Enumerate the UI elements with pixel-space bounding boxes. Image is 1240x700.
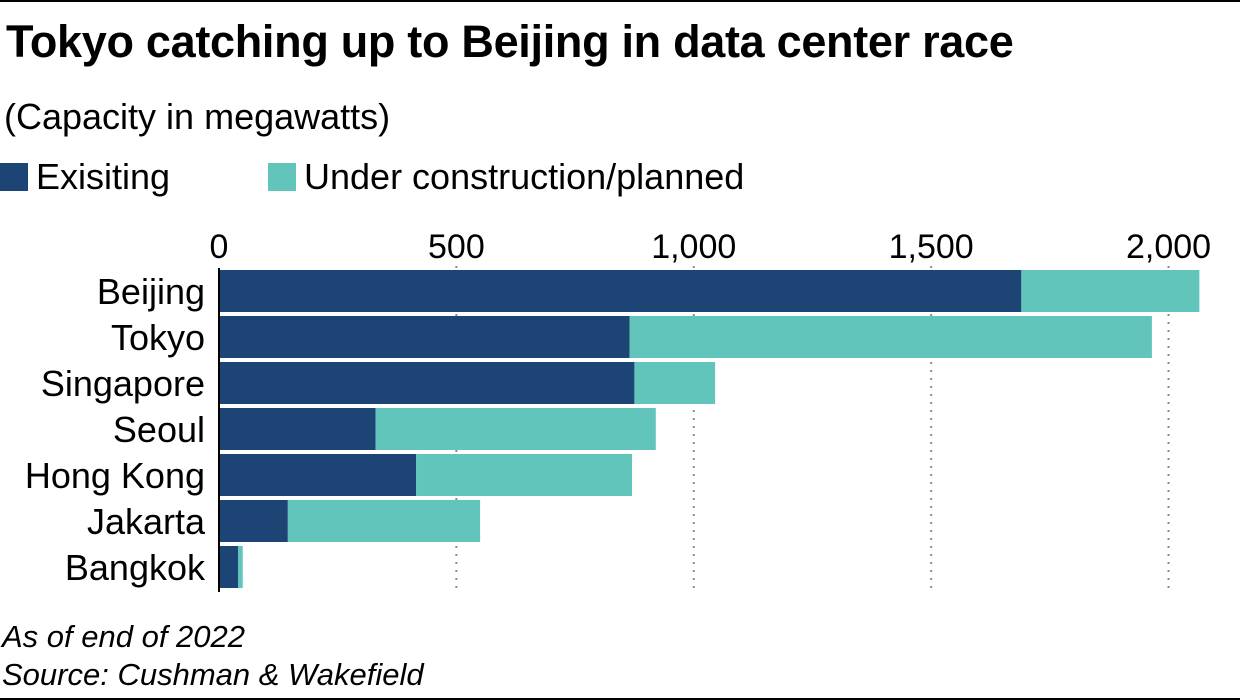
legend-item-planned: Under construction/planned (268, 156, 744, 198)
bar-hong-kong-existing (219, 454, 417, 496)
legend-label-existing: Exisiting (36, 156, 171, 197)
legend-swatch-existing (0, 163, 28, 191)
chart-title: Tokyo catching up to Beijing in data cen… (6, 16, 1014, 67)
category-label-hong-kong: Hong Kong (25, 455, 205, 496)
bar-singapore-existing (219, 362, 635, 404)
x-tick-label-2000: 2,000 (1126, 228, 1211, 266)
note-as-of: As of end of 2022 (2, 619, 246, 654)
x-tick-label-1500: 1,500 (889, 228, 974, 266)
bar-bangkok-existing (219, 546, 238, 588)
note-source: Source: Cushman & Wakefield (2, 657, 424, 692)
top-rule (0, 0, 1240, 2)
category-label-singapore: Singapore (41, 363, 205, 404)
bar-beijing-existing (219, 270, 1022, 312)
bar-seoul-planned (375, 408, 656, 450)
x-tick-label-1000: 1,000 (651, 228, 736, 266)
bar-jakarta-planned (287, 500, 481, 542)
chart-subtitle: (Capacity in megawatts) (4, 96, 391, 137)
bar-tokyo-existing (219, 316, 630, 358)
category-label-beijing: Beijing (97, 271, 205, 312)
bar-beijing-planned (1021, 270, 1200, 312)
bar-tokyo-planned (629, 316, 1152, 358)
bar-hong-kong-planned (416, 454, 633, 496)
legend-item-existing: Exisiting (0, 156, 170, 198)
bottom-rule (0, 698, 1240, 700)
x-tick-label-0: 0 (210, 228, 229, 266)
bar-jakarta-existing (219, 500, 288, 542)
category-label-jakarta: Jakarta (87, 501, 206, 542)
category-label-bangkok: Bangkok (65, 547, 206, 588)
x-tick-label-500: 500 (428, 228, 485, 266)
category-label-seoul: Seoul (113, 409, 205, 450)
category-label-tokyo: Tokyo (111, 317, 205, 358)
bar-bangkok-planned (237, 546, 243, 588)
legend-swatch-planned (268, 163, 296, 191)
legend-label-planned: Under construction/planned (304, 156, 745, 197)
bar-singapore-planned (634, 362, 716, 404)
bar-seoul-existing (219, 408, 376, 450)
